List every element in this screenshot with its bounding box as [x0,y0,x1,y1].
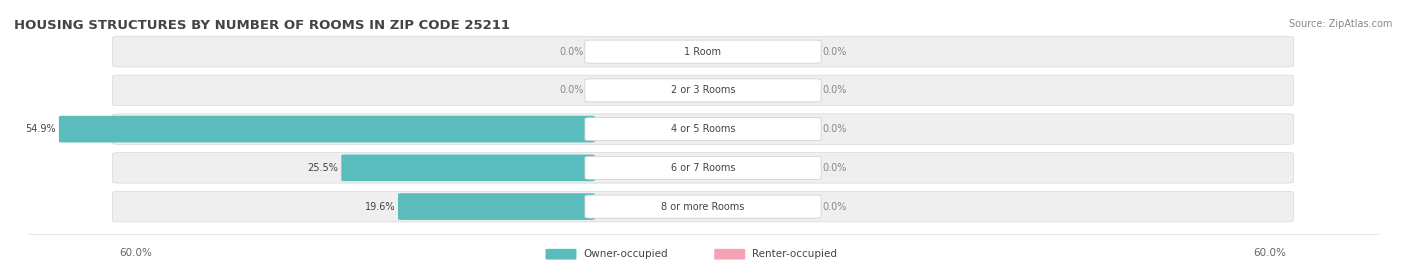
FancyBboxPatch shape [585,118,821,141]
Text: Owner-occupied: Owner-occupied [583,249,668,259]
FancyBboxPatch shape [112,75,1294,106]
Text: Source: ZipAtlas.com: Source: ZipAtlas.com [1288,19,1392,29]
Text: Renter-occupied: Renter-occupied [752,249,837,259]
FancyBboxPatch shape [585,40,821,63]
Text: 2 or 3 Rooms: 2 or 3 Rooms [671,85,735,95]
FancyBboxPatch shape [112,36,1294,67]
Text: 0.0%: 0.0% [560,47,583,57]
Text: 0.0%: 0.0% [823,124,846,134]
FancyBboxPatch shape [714,249,745,260]
Text: 60.0%: 60.0% [120,248,152,258]
Text: 0.0%: 0.0% [823,201,846,212]
FancyBboxPatch shape [585,156,821,179]
Text: 0.0%: 0.0% [823,47,846,57]
Text: 25.5%: 25.5% [308,163,339,173]
FancyBboxPatch shape [342,154,595,181]
FancyBboxPatch shape [546,249,576,260]
FancyBboxPatch shape [59,116,595,143]
Text: 60.0%: 60.0% [1254,248,1286,258]
Text: HOUSING STRUCTURES BY NUMBER OF ROOMS IN ZIP CODE 25211: HOUSING STRUCTURES BY NUMBER OF ROOMS IN… [14,19,510,32]
Text: 0.0%: 0.0% [560,85,583,95]
Text: 1 Room: 1 Room [685,47,721,57]
FancyBboxPatch shape [585,79,821,102]
Text: 6 or 7 Rooms: 6 or 7 Rooms [671,163,735,173]
FancyBboxPatch shape [112,153,1294,183]
Text: 19.6%: 19.6% [364,201,395,212]
Text: 8 or more Rooms: 8 or more Rooms [661,201,745,212]
Text: 0.0%: 0.0% [823,85,846,95]
Text: 54.9%: 54.9% [25,124,56,134]
FancyBboxPatch shape [112,114,1294,144]
FancyBboxPatch shape [112,191,1294,222]
FancyBboxPatch shape [398,193,595,220]
FancyBboxPatch shape [585,195,821,218]
Text: 4 or 5 Rooms: 4 or 5 Rooms [671,124,735,134]
Text: 0.0%: 0.0% [823,163,846,173]
